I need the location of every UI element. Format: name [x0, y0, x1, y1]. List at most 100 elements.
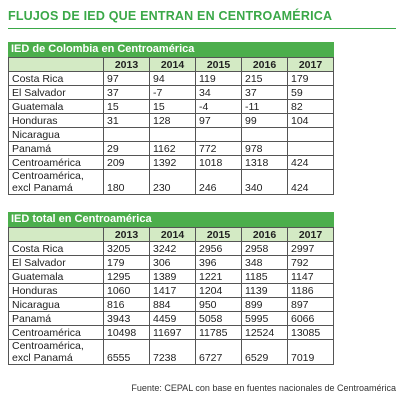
- cell: 97: [103, 71, 150, 86]
- cell: 340: [241, 169, 288, 195]
- cell: 94: [149, 71, 196, 86]
- cell: 1389: [149, 269, 196, 284]
- cell: 15: [149, 99, 196, 114]
- cell: 12524: [241, 325, 288, 340]
- row: Costa Rica 97 94 119 215 179: [8, 71, 334, 86]
- row-label: Centroamérica: [8, 155, 104, 170]
- table: 2013 2014 2015 2016 2017 Costa Rica 3205 3242 29…: [8, 227, 334, 365]
- cell: 4459: [149, 311, 196, 326]
- table-heading: IED total en Centroamérica: [8, 212, 334, 227]
- row-label: Costa Rica: [8, 71, 104, 86]
- row: Centroamérica 209 1392 1018 1318 424: [8, 155, 334, 170]
- cell: 10498: [103, 325, 150, 340]
- cell: 2958: [241, 241, 288, 256]
- row: Honduras 31 128 97 99 104: [8, 113, 334, 128]
- cell: 978: [241, 141, 288, 156]
- cell: 897: [287, 297, 334, 312]
- row-label: El Salvador: [8, 255, 104, 270]
- cell: 31: [103, 113, 150, 128]
- cell: 3943: [103, 311, 150, 326]
- cell: 2997: [287, 241, 334, 256]
- row: Panamá 3943 4459 5058 5995 6066: [8, 311, 334, 326]
- row: El Salvador 179 306 396 348 792: [8, 255, 334, 270]
- cell: -11: [241, 99, 288, 114]
- header-cell: [8, 227, 104, 242]
- cell: 119: [195, 71, 242, 86]
- cell: 424: [287, 169, 334, 195]
- cell: 37: [103, 85, 150, 100]
- row: Nicaragua 816 884 950 899 897: [8, 297, 334, 312]
- cell: 128: [149, 113, 196, 128]
- cell: 1186: [287, 283, 334, 298]
- cell: 97: [195, 113, 242, 128]
- year-header: 2014: [149, 227, 196, 242]
- cell: [241, 127, 288, 142]
- cell: 15: [103, 99, 150, 114]
- cell: 348: [241, 255, 288, 270]
- cell: 2956: [195, 241, 242, 256]
- row: Honduras 1060 1417 1204 1139 1186: [8, 283, 334, 298]
- cell: 3205: [103, 241, 150, 256]
- row: Panamá 29 1162 772 978: [8, 141, 334, 156]
- year-header: 2017: [287, 227, 334, 242]
- cell: [287, 127, 334, 142]
- cell: 1185: [241, 269, 288, 284]
- cell: 772: [195, 141, 242, 156]
- cell: 1318: [241, 155, 288, 170]
- header-row: 2013 2014 2015 2016 2017: [8, 57, 334, 72]
- cell: 179: [287, 71, 334, 86]
- cell: 424: [287, 155, 334, 170]
- cell: 3242: [149, 241, 196, 256]
- row-label: Guatemala: [8, 99, 104, 114]
- cell: 13085: [287, 325, 334, 340]
- year-header: 2015: [195, 227, 242, 242]
- row-label: Centroamérica, excl Panamá: [8, 169, 104, 195]
- cell: 104: [287, 113, 334, 128]
- row: Centroamérica, excl Panamá 180 230 246 340 42…: [8, 169, 334, 195]
- cell: 1018: [195, 155, 242, 170]
- table-block: IED de Colombia en Centroamérica 2013 2014…: [8, 42, 334, 195]
- row: Costa Rica 3205 3242 2956 2958 2997: [8, 241, 334, 256]
- cell: 1204: [195, 283, 242, 298]
- cell: 11697: [149, 325, 196, 340]
- cell: 82: [287, 99, 334, 114]
- cell: -7: [149, 85, 196, 100]
- year-header: 2015: [195, 57, 242, 72]
- cell: [287, 141, 334, 156]
- cell: 950: [195, 297, 242, 312]
- cell: 34: [195, 85, 242, 100]
- row-label: Costa Rica: [8, 241, 104, 256]
- row-label: El Salvador: [8, 85, 104, 100]
- year-header: 2014: [149, 57, 196, 72]
- row-label: Panamá: [8, 311, 104, 326]
- cell: 1139: [241, 283, 288, 298]
- row-label: Nicaragua: [8, 297, 104, 312]
- year-header: 2017: [287, 57, 334, 72]
- cell: 1147: [287, 269, 334, 284]
- cell: 396: [195, 255, 242, 270]
- cell: 7238: [149, 339, 196, 365]
- cell: 246: [195, 169, 242, 195]
- cell: 215: [241, 71, 288, 86]
- row: Nicaragua: [8, 127, 334, 142]
- cell: 5995: [241, 311, 288, 326]
- cell: 6727: [195, 339, 242, 365]
- cell: 29: [103, 141, 150, 156]
- year-header: 2016: [241, 227, 288, 242]
- row-label: Honduras: [8, 283, 104, 298]
- cell: [149, 127, 196, 142]
- row-label: Panamá: [8, 141, 104, 156]
- cell: 1417: [149, 283, 196, 298]
- cell: [103, 127, 150, 142]
- cell: 179: [103, 255, 150, 270]
- row: Guatemala 15 15 -4 -11 82: [8, 99, 334, 114]
- row-label: Honduras: [8, 113, 104, 128]
- cell: 792: [287, 255, 334, 270]
- cell: 37: [241, 85, 288, 100]
- table: 2013 2014 2015 2016 2017 Costa Rica 97 94 119 215…: [8, 57, 334, 195]
- cell: 6555: [103, 339, 150, 365]
- table-heading: IED de Colombia en Centroamérica: [8, 42, 334, 57]
- table-block: IED total en Centroamérica 2013 2014 2015 20…: [8, 212, 334, 365]
- cell: 884: [149, 297, 196, 312]
